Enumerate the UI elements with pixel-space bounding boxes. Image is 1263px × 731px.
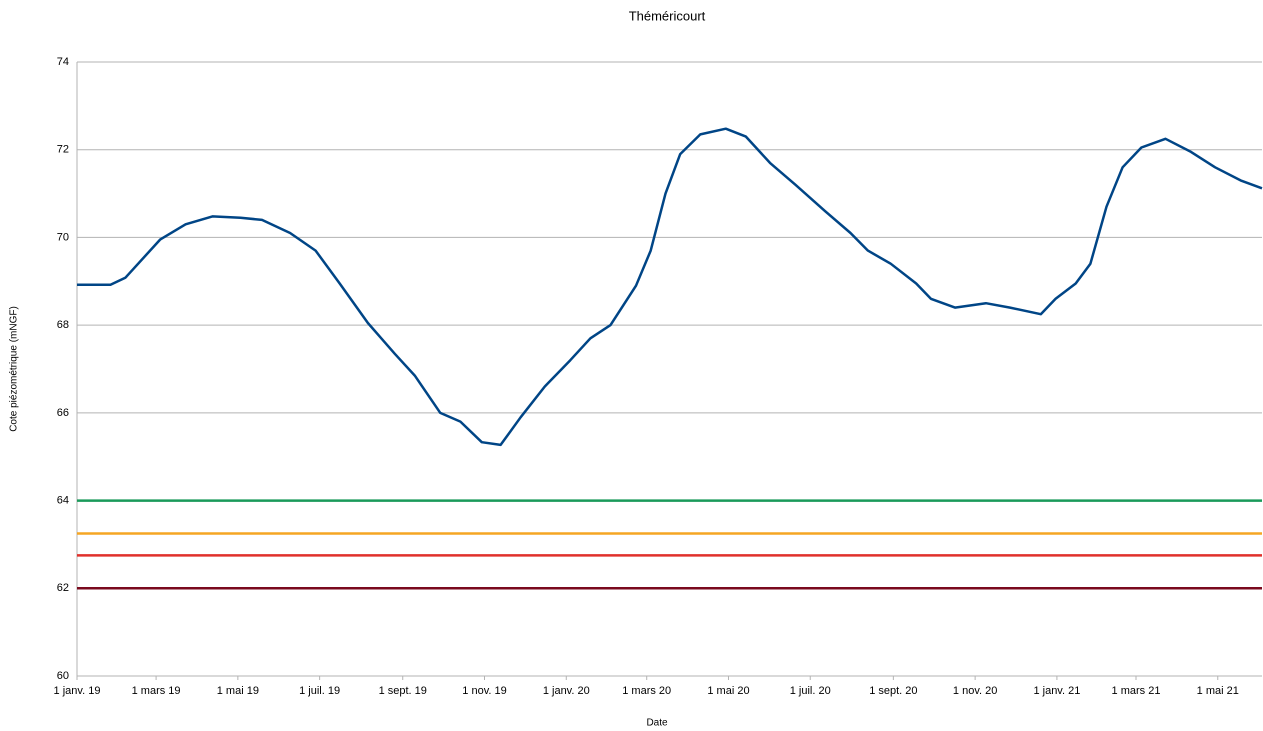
y-axis-label: Cote piézométrique (mNGF) bbox=[9, 306, 20, 432]
x-tick-label: 1 nov. 20 bbox=[953, 685, 997, 697]
x-tick-label: 1 juil. 19 bbox=[299, 685, 340, 697]
y-tick-label: 74 bbox=[57, 56, 69, 68]
x-tick-label: 1 janv. 21 bbox=[1033, 685, 1080, 697]
y-tick-label: 72 bbox=[57, 144, 69, 156]
y-tick-label: 68 bbox=[57, 319, 69, 331]
x-tick-label: 1 mars 20 bbox=[622, 685, 671, 697]
x-tick-label: 1 janv. 19 bbox=[54, 685, 101, 697]
y-tick-label: 66 bbox=[57, 407, 69, 419]
y-tick-label: 64 bbox=[57, 494, 69, 506]
x-tick-label: 1 nov. 19 bbox=[462, 685, 506, 697]
chart-title: Théméricourt bbox=[629, 8, 706, 23]
x-tick-label: 1 mai 21 bbox=[1197, 685, 1239, 697]
x-tick-label: 1 juil. 20 bbox=[790, 685, 831, 697]
x-axis-label: Date bbox=[646, 718, 668, 729]
y-tick-label: 62 bbox=[57, 582, 69, 594]
x-tick-label: 1 janv. 20 bbox=[543, 685, 590, 697]
x-tick-label: 1 mars 19 bbox=[132, 685, 181, 697]
x-tick-label: 1 mai 19 bbox=[217, 685, 259, 697]
y-tick-label: 70 bbox=[57, 231, 69, 243]
x-tick-label: 1 mars 21 bbox=[1112, 685, 1161, 697]
x-tick-label: 1 mai 20 bbox=[707, 685, 749, 697]
data-line bbox=[77, 127, 1263, 447]
y-tick-label: 60 bbox=[57, 670, 69, 682]
x-tick-label: 1 sept. 19 bbox=[379, 685, 427, 697]
x-tick-label: 1 sept. 20 bbox=[869, 685, 917, 697]
